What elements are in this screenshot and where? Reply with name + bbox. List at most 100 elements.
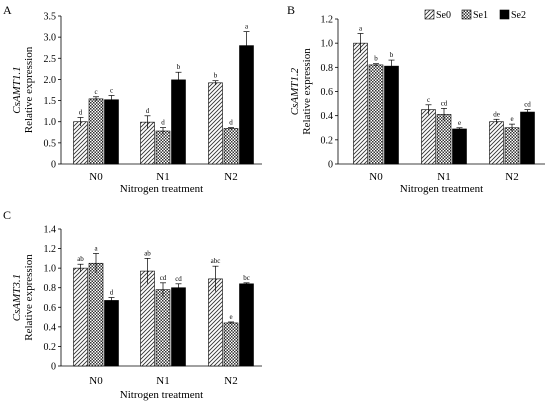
y-tick-label: 1.5 (44, 96, 57, 107)
y-tick-label: 0.5 (44, 138, 57, 149)
y-tick-label: 2.5 (44, 54, 57, 65)
y-tick-label: 3.0 (44, 33, 57, 44)
y-tick-label: 0 (328, 160, 333, 171)
significance-letter: cd (441, 99, 448, 107)
bar-se1 (155, 289, 171, 367)
y-tick-label: 0 (51, 160, 56, 171)
y-tick-label: 0.6 (44, 303, 57, 314)
bar-se2 (171, 79, 186, 165)
bar-se0 (208, 82, 223, 165)
significance-letter: c (110, 86, 113, 94)
bar-se2 (384, 65, 399, 165)
bar-se0 (140, 270, 155, 367)
bar-se1 (504, 127, 520, 165)
significance-letter: b (390, 51, 394, 59)
x-tick-label: N2 (505, 171, 518, 183)
chart-panel-c: 0 0.2 0.4 0.6 0.8 1.0 1.2 1.4 CsAMT3.1 Relative e… (11, 225, 262, 401)
significance-letter: d (161, 119, 165, 127)
y-tick-label: 1.2 (321, 15, 334, 26)
significance-letter: abc (211, 257, 221, 265)
bar-se1 (436, 114, 452, 165)
significance-letter: d (229, 119, 233, 127)
y-axis-gene-label: CsAMT1.2 (289, 67, 301, 115)
x-tick-label: N0 (369, 171, 383, 183)
y-axis-gene-label: CsAMT3.1 (11, 274, 23, 321)
y-tick-label: 0.2 (44, 342, 57, 353)
y-tick-label: 0.6 (321, 87, 334, 98)
significance-letter: b (177, 63, 181, 71)
y-axis-label: Relative expression (23, 254, 35, 341)
chart-panel-a: 0 0.5 1.0 1.5 2.0 2.5 3.0 3.5 CsAMT1.1 Relative e… (11, 12, 262, 195)
y-tick-label: 0.2 (321, 135, 334, 146)
x-axis-label: Nitrogen treatment (120, 183, 203, 195)
significance-letter: d (110, 289, 114, 297)
x-tick-label: N0 (89, 375, 103, 387)
bar-se2 (520, 111, 535, 165)
y-tick-label: 2.0 (44, 75, 57, 86)
significance-letter: cd (160, 274, 167, 282)
significance-letter: b (374, 55, 378, 63)
bar-se1 (223, 128, 239, 165)
chart-panel-b: 0 0.2 0.4 0.6 0.8 1.0 1.2 CsAMT1.2 Relative expr… (289, 15, 545, 195)
x-tick-label: N2 (224, 375, 237, 387)
panel-label-c: C (3, 208, 11, 222)
y-tick-label: 1.0 (44, 264, 57, 275)
bar-se2 (452, 128, 467, 165)
bar-se1 (223, 322, 239, 367)
legend-swatch-se0 (424, 9, 435, 20)
legend-swatch-se2 (499, 9, 510, 20)
y-axis-label: Relative expression (23, 46, 35, 133)
bar-se2 (171, 287, 186, 367)
x-tick-label: N2 (224, 171, 237, 183)
significance-letter: d (146, 107, 150, 115)
significance-letter: c (94, 88, 97, 96)
significance-letter: cd (524, 101, 531, 109)
y-tick-label: 0.4 (44, 322, 57, 333)
x-tick-label: N1 (156, 171, 169, 183)
bar-se2 (104, 99, 119, 165)
y-tick-label: 0.4 (321, 111, 334, 122)
y-tick-label: 1.4 (44, 225, 57, 236)
bar-se1 (155, 130, 171, 165)
y-axis-label: Relative expression (301, 48, 313, 135)
significance-letter: e (510, 115, 513, 123)
y-tick-label: 1.2 (44, 244, 57, 255)
significance-letter: ab (144, 249, 151, 257)
legend-label-se2: Se2 (511, 10, 526, 21)
bar-se0 (421, 109, 436, 165)
legend-label-se1: Se1 (473, 10, 488, 21)
significance-letter: cd (175, 275, 182, 283)
x-tick-label: N1 (437, 171, 450, 183)
y-tick-label: 0.8 (44, 283, 57, 294)
y-tick-label: 1.0 (321, 39, 334, 50)
x-tick-label: N0 (89, 171, 103, 183)
significance-letter: de (493, 110, 500, 118)
y-tick-label: 0 (51, 362, 56, 373)
significance-letter: e (229, 313, 232, 321)
significance-letter: c (427, 96, 430, 104)
bar-se2 (239, 45, 254, 165)
significance-letter: ab (77, 255, 84, 263)
significance-letter: a (94, 244, 98, 252)
significance-letter: d (79, 108, 83, 116)
bar-se1 (88, 262, 104, 367)
x-axis-label: Nitrogen treatment (400, 183, 483, 195)
x-axis-label: Nitrogen treatment (120, 389, 203, 401)
x-tick-label: N1 (156, 375, 169, 387)
panel-label-a: A (3, 3, 12, 17)
bar-se0 (489, 121, 504, 165)
bar-se2 (239, 283, 254, 367)
bar-se0 (73, 267, 88, 367)
significance-letter: bc (243, 274, 250, 282)
significance-letter: e (458, 119, 461, 127)
legend-swatch-se1 (461, 9, 472, 20)
y-axis-gene-label: CsAMT1.1 (11, 66, 23, 113)
bar-se1 (368, 64, 384, 165)
bar-se2 (104, 300, 119, 367)
y-tick-label: 0.8 (321, 63, 334, 74)
bar-se0 (353, 42, 368, 165)
legend: Se0 Se1 Se2 (424, 9, 526, 21)
y-tick-label: 1.0 (44, 117, 57, 128)
y-tick-label: 3.5 (44, 12, 57, 23)
